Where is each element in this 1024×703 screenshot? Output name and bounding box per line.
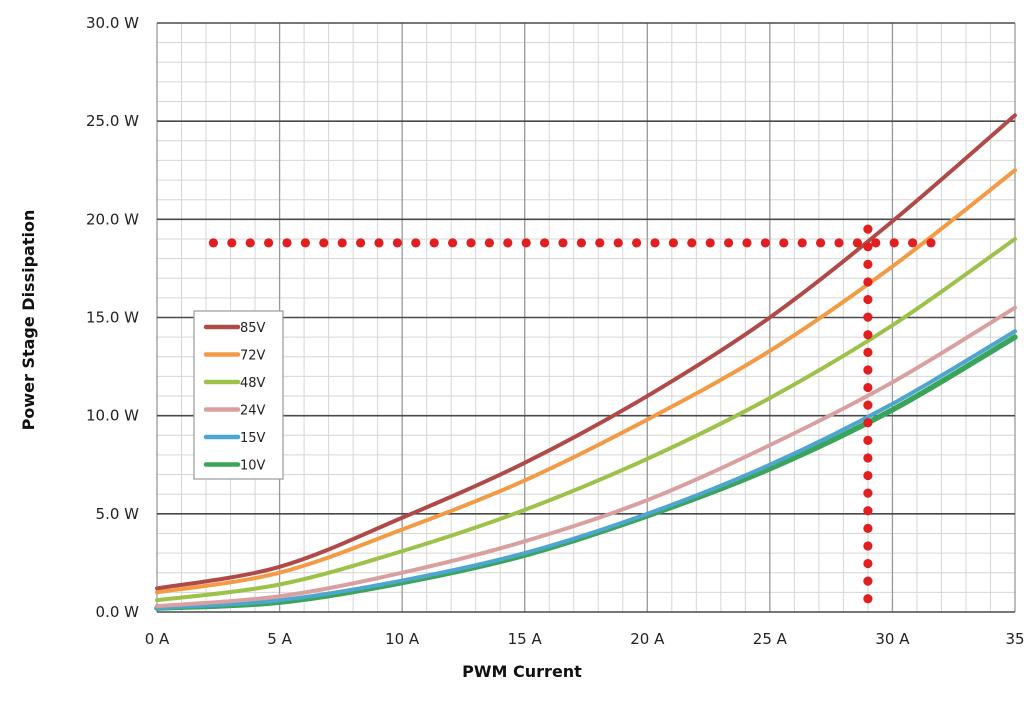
legend-box: [193, 310, 284, 480]
annotation-dot: [863, 277, 873, 287]
annotation-dot: [863, 242, 873, 252]
y-tick-label: 25.0 W: [86, 112, 139, 130]
annotation-dot: [558, 238, 568, 248]
annotation-dot: [539, 238, 550, 248]
x-tick-label: 10 A: [385, 630, 420, 648]
annotation-dot: [208, 238, 218, 248]
annotation-dot: [863, 453, 873, 463]
annotation-dot: [687, 238, 697, 248]
annotation-dot: [863, 347, 873, 357]
x-tick-label: 30 A: [875, 630, 910, 648]
legend: 85V 72V 48V 24V 15V 10V: [193, 310, 284, 480]
annotation-dot: [355, 238, 366, 248]
annotation-markers: [208, 224, 936, 604]
annotation-dot: [863, 312, 873, 322]
annotation-dot: [779, 238, 789, 248]
annotation-dot: [863, 365, 873, 375]
annotation-dot: [863, 541, 873, 551]
y-axis-title: Power Stage Dissipation: [19, 210, 38, 431]
annotation-dot: [576, 238, 586, 248]
y-tick-label: 15.0 W: [86, 309, 139, 327]
annotation-dot: [863, 259, 873, 269]
x-tick-label: 35: [1005, 630, 1024, 648]
annotation-dot: [300, 238, 310, 248]
annotation-dot: [411, 238, 421, 248]
annotation-dot: [227, 238, 237, 248]
annotation-dot: [705, 238, 715, 248]
annotation-dot: [863, 558, 873, 569]
annotation-dot: [871, 238, 881, 248]
annotation-dot: [429, 238, 439, 248]
series-line-48V: [155, 236, 1017, 603]
annotation-dot: [282, 238, 292, 248]
x-tick-label: 25 A: [753, 630, 788, 648]
annotation-dot: [797, 238, 807, 248]
annotation-dot: [723, 238, 734, 248]
annotation-dot: [613, 238, 623, 248]
legend-label-85V: 85V: [240, 321, 266, 336]
x-tick-label: 5 A: [267, 630, 292, 648]
y-tick-label: 10.0 W: [86, 407, 139, 425]
annotation-dot: [466, 238, 476, 248]
annotation-dot: [863, 382, 873, 393]
series-line-72V: [155, 168, 1017, 595]
annotation-dot: [907, 238, 918, 248]
annotation-dot: [863, 418, 873, 428]
annotation-dot: [889, 238, 899, 248]
annotation-dot: [926, 238, 936, 248]
annotation-dot: [631, 238, 642, 248]
annotation-dot: [374, 238, 384, 248]
series-line-15V: [155, 329, 1017, 611]
legend-label-15V: 15V: [240, 431, 266, 446]
x-tick-label: 0 A: [145, 630, 170, 648]
annotation-dot: [863, 294, 873, 305]
annotation-dot: [503, 238, 513, 248]
annotation-dot: [650, 238, 660, 248]
annotation-dot: [760, 238, 770, 248]
series-line-24V: [155, 305, 1017, 609]
annotation-dot: [863, 400, 873, 410]
annotation-dot: [863, 330, 873, 340]
annotation-dot: [319, 238, 329, 248]
annotation-dot: [863, 523, 873, 533]
annotation-dot: [863, 576, 873, 586]
x-tick-label: 20 A: [630, 630, 665, 648]
annotation-dot: [863, 224, 873, 234]
y-axis-tick-labels: 0.0 W 5.0 W 10.0 W 15.0 W 20.0 W 25.0 W 30.0 W: [86, 14, 139, 621]
y-tick-label: 20.0 W: [86, 210, 139, 228]
annotation-dot: [852, 238, 862, 248]
x-tick-label: 15 A: [508, 630, 543, 648]
annotation-dot: [521, 238, 531, 248]
annotation-dot: [815, 238, 826, 248]
x-axis-tick-labels: 0 A 5 A 10 A 15 A 20 A 25 A 30 A 35: [145, 630, 1024, 648]
y-tick-label: 0.0 W: [96, 603, 140, 621]
annotation-dot: [863, 594, 873, 604]
annotation-dot: [863, 488, 873, 498]
major-gridlines: [156, 22, 1016, 613]
annotation-dot: [392, 238, 402, 248]
annotation-dot: [595, 238, 605, 248]
annotation-dot: [245, 238, 255, 248]
annotation-dot: [484, 238, 494, 248]
y-tick-label: 5.0 W: [96, 505, 140, 523]
annotation-dot: [668, 238, 678, 248]
annotation-dot: [337, 238, 347, 248]
annotation-dot: [263, 238, 274, 248]
annotation-dot: [863, 506, 873, 516]
y-tick-label: 30.0 W: [86, 14, 139, 32]
legend-label-10V: 10V: [240, 459, 266, 474]
legend-label-48V: 48V: [240, 376, 266, 391]
annotation-dot: [863, 470, 873, 481]
annotation-dot: [834, 238, 844, 248]
x-axis-title: PWM Current: [462, 662, 582, 681]
annotation-dot: [447, 238, 458, 248]
legend-label-72V: 72V: [240, 349, 266, 364]
series-lines: [154, 113, 1018, 611]
legend-label-24V: 24V: [240, 404, 266, 419]
annotation-dot: [863, 435, 873, 445]
series-line-85V: [155, 113, 1017, 591]
annotation-dot: [742, 238, 752, 248]
